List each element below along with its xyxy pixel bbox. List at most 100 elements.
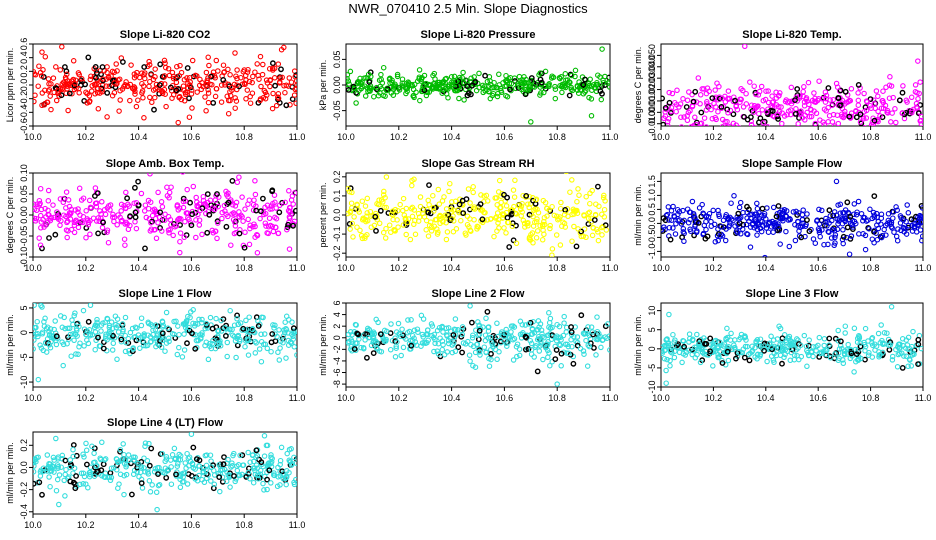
data-point <box>403 231 409 238</box>
data-point <box>530 83 536 89</box>
data-point <box>247 459 253 465</box>
data-point <box>228 464 234 470</box>
data-point <box>242 343 248 350</box>
x-tick-label: 10.8 <box>862 263 880 273</box>
data-point <box>761 340 768 347</box>
data-point <box>73 351 79 357</box>
data-point <box>376 220 383 227</box>
data-point <box>270 228 277 235</box>
data-point <box>743 101 750 107</box>
data-point <box>286 75 293 81</box>
data-point <box>380 64 387 71</box>
data-point <box>552 83 558 90</box>
data-point <box>394 71 401 78</box>
data-point <box>692 114 698 121</box>
data-point <box>383 174 390 180</box>
data-point <box>275 94 281 100</box>
data-point <box>459 331 466 338</box>
data-point <box>830 96 837 103</box>
data-point <box>781 206 788 213</box>
data-point <box>359 198 366 204</box>
data-point <box>39 245 45 252</box>
data-point <box>756 119 762 126</box>
data-point <box>798 234 805 241</box>
data-point <box>600 79 607 86</box>
data-point <box>508 329 514 335</box>
data-point <box>559 223 565 229</box>
data-point <box>266 66 273 72</box>
data-point <box>364 195 371 202</box>
y-tick-label: 1.0 <box>647 189 657 202</box>
data-point <box>875 330 882 337</box>
data-point <box>362 203 369 209</box>
data-point <box>773 102 780 108</box>
data-point <box>289 460 296 467</box>
data-point <box>185 313 191 320</box>
data-point <box>264 486 270 493</box>
data-point <box>813 110 820 117</box>
data-point <box>459 197 466 204</box>
data-point <box>407 236 414 243</box>
data-point <box>83 234 89 241</box>
data-point <box>362 93 369 99</box>
data-point <box>503 326 509 333</box>
data-point <box>192 72 199 79</box>
data-point <box>122 332 129 339</box>
data-point <box>124 83 131 90</box>
data-point <box>882 222 889 229</box>
data-point <box>915 110 922 117</box>
data-point <box>470 362 476 369</box>
data-point <box>121 491 127 498</box>
data-point <box>372 338 379 344</box>
data-point <box>825 241 831 248</box>
data-point <box>834 84 841 90</box>
data-point <box>222 325 228 331</box>
data-point <box>689 129 693 133</box>
x-tick-label: 10.4 <box>130 520 148 530</box>
data-point <box>414 326 421 332</box>
x-tick-label: 10.2 <box>390 393 408 403</box>
data-point <box>589 329 596 335</box>
data-point <box>501 225 507 231</box>
data-point <box>246 241 253 248</box>
data-point <box>537 343 544 349</box>
data-point <box>159 330 166 337</box>
data-point <box>173 471 179 478</box>
data-point <box>562 224 569 230</box>
data-point <box>186 95 192 102</box>
data-point <box>727 337 734 343</box>
data-point <box>452 316 459 322</box>
data-point <box>528 331 535 338</box>
data-point <box>269 65 276 72</box>
data-point <box>801 99 808 105</box>
data-point <box>145 320 152 327</box>
data-point <box>186 114 193 120</box>
data-point <box>227 92 234 99</box>
data-point <box>559 89 565 96</box>
data-point <box>378 76 384 83</box>
data-point <box>602 222 609 229</box>
data-point <box>484 308 491 315</box>
data-point <box>105 74 112 81</box>
data-point <box>905 334 912 341</box>
data-point <box>858 211 865 217</box>
data-point <box>534 368 541 375</box>
data-point <box>104 114 110 120</box>
data-point <box>530 213 536 220</box>
data-point <box>269 455 275 462</box>
data-point <box>697 359 704 366</box>
data-point <box>213 315 219 322</box>
data-point <box>667 363 673 369</box>
data-point <box>261 331 268 337</box>
data-point <box>37 342 43 348</box>
data-point <box>229 87 235 93</box>
data-point <box>710 207 716 214</box>
data-point <box>234 179 241 186</box>
data-point <box>681 130 685 134</box>
data-point <box>39 491 45 498</box>
data-point <box>232 211 238 217</box>
data-point <box>455 78 462 85</box>
data-point <box>147 489 154 495</box>
data-point <box>377 207 384 214</box>
